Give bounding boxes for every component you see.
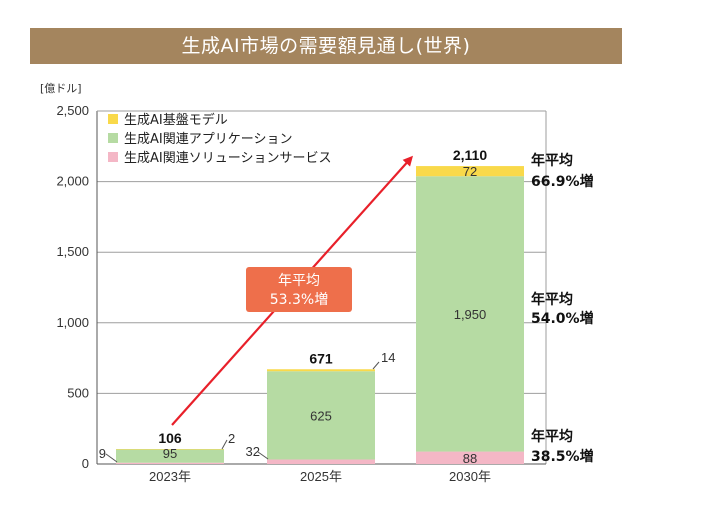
bar-segment — [116, 462, 224, 464]
leader-line — [257, 451, 269, 460]
bar-segment — [416, 166, 524, 177]
bar-segment — [267, 369, 375, 372]
total-label: 106 — [158, 430, 182, 446]
legend-swatch — [108, 152, 118, 162]
leader-line — [372, 361, 380, 370]
y-axis-unit: [億ドル] — [40, 82, 82, 95]
badge-line-2: 53.3%増 — [270, 292, 328, 308]
y-tick-label: 2,500 — [56, 103, 89, 118]
total-label: 671 — [309, 350, 333, 366]
leader-line — [221, 439, 228, 450]
data-label: 88 — [463, 451, 477, 466]
legend-label: 生成AI関連アプリケーション — [124, 132, 292, 147]
legend-swatch — [108, 114, 118, 124]
data-label: 9 — [99, 446, 106, 461]
y-axis-ticks: 0 500 1,000 1,500 2,000 2,500 — [56, 103, 89, 471]
bar-segment — [267, 371, 375, 460]
growth-badge — [246, 267, 352, 312]
bar-segment — [267, 459, 375, 464]
bar-segment — [116, 449, 224, 463]
badge-line-1: 年平均 — [278, 273, 320, 289]
y-tick-label: 2,000 — [56, 174, 89, 189]
legend-label: 生成AI関連ソリューションサービス — [124, 151, 331, 166]
legend-swatch — [108, 133, 118, 143]
bar-segment — [116, 449, 224, 450]
data-label: 14 — [381, 350, 395, 365]
trend-annotation: 年平均 53.3%増 — [171, 155, 414, 426]
data-label: 72 — [463, 164, 477, 179]
y-tick-label: 1,000 — [56, 315, 89, 330]
y-tick-label: 1,500 — [56, 244, 89, 259]
growth-rate-heading: 年平均 — [531, 428, 573, 445]
growth-rate-value: 54.0%増 — [531, 310, 594, 327]
growth-rate-value: 66.9%増 — [531, 173, 594, 190]
bars — [116, 166, 524, 464]
y-tick-label: 0 — [82, 456, 89, 471]
bar-segment — [416, 176, 524, 452]
data-label: 625 — [310, 408, 332, 423]
x-tick-label: 2023年 — [149, 469, 191, 484]
growth-rate-value: 38.5%増 — [531, 448, 594, 465]
y-tick-label: 500 — [67, 385, 89, 400]
bar-segment — [416, 451, 524, 464]
x-tick-label: 2030年 — [449, 469, 491, 484]
data-label: 1,950 — [454, 307, 487, 322]
leader-line — [105, 453, 118, 463]
growth-rate-heading: 年平均 — [531, 291, 573, 308]
chart-title: 生成AI市場の需要額見通し(世界) — [30, 28, 622, 64]
data-label: 32 — [246, 444, 260, 459]
total-label: 2,110 — [453, 147, 487, 163]
growth-rate-heading: 年平均 — [531, 152, 573, 169]
data-label: 95 — [163, 446, 177, 461]
data-labels: 2023年 106 2025年 671 2030年 2,110 95 9 2 625 32 14 88 1… — [99, 147, 491, 484]
legend-label: 生成AI基盤モデル — [124, 112, 228, 128]
data-label: 2 — [228, 431, 235, 446]
x-tick-label: 2025年 — [300, 469, 342, 484]
